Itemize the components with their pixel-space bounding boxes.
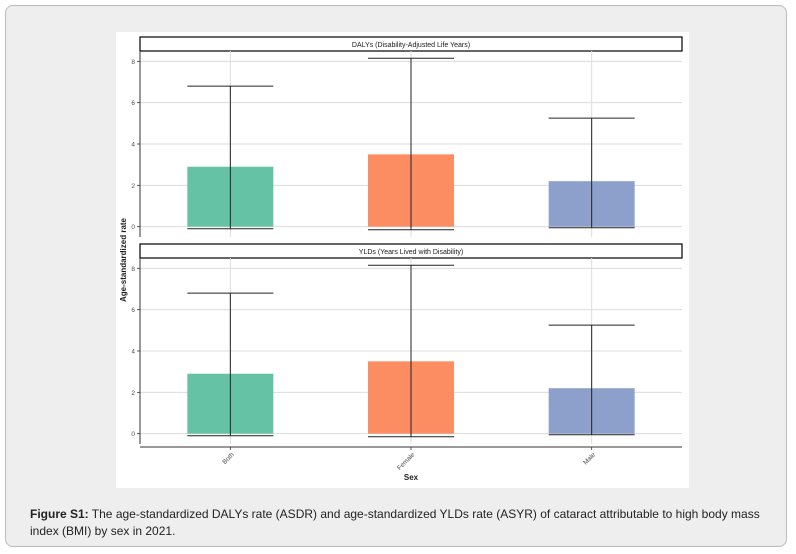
y-tick-label: 6 <box>131 307 135 314</box>
y-tick-label: 2 <box>131 183 135 190</box>
x-tick-label: Both <box>221 451 236 466</box>
figure-frame: DALYs (Disability-Adjusted Life Years) 0 2… <box>5 5 787 547</box>
y-tick-label: 4 <box>131 142 135 149</box>
x-tick-label: Male <box>582 451 597 466</box>
y-tick-label: 2 <box>131 390 135 397</box>
caption-text: The age-standardized DALYs rate (ASDR) a… <box>30 507 760 538</box>
facet-title-1: YLDs (Years Lived with Disability) <box>359 249 463 256</box>
y-tick-label: 0 <box>131 224 135 231</box>
y-axis-title: Age-standardized rate <box>119 217 128 302</box>
caption-label: Figure S1: <box>30 507 89 521</box>
figure-caption: Figure S1: The age-standardized DALYs ra… <box>30 506 780 540</box>
x-axis-title: Sex <box>404 473 419 482</box>
facet-title-0: DALYs (Disability-Adjusted Life Years) <box>352 42 470 49</box>
y-tick-label: 8 <box>131 266 135 273</box>
y-tick-label: 4 <box>131 349 135 356</box>
y-tick-label: 6 <box>131 100 135 107</box>
y-tick-label: 0 <box>131 431 135 438</box>
bar-chart: DALYs (Disability-Adjusted Life Years) 0 2… <box>119 36 683 482</box>
figure-area: DALYs (Disability-Adjusted Life Years) 0 2… <box>116 32 689 488</box>
y-tick-label: 8 <box>131 59 135 66</box>
x-tick-label: Female <box>396 451 417 472</box>
